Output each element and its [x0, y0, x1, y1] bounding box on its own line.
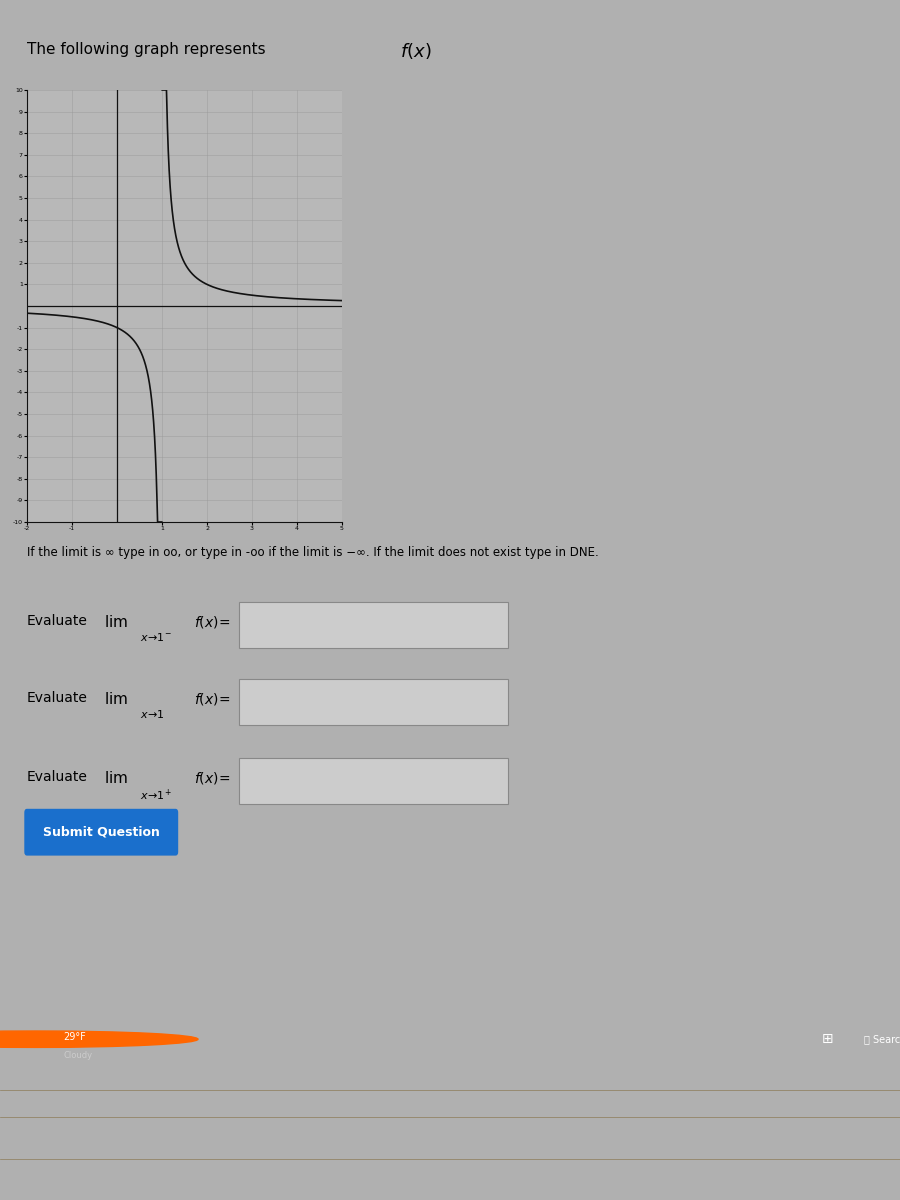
- Text: $x \!\to\! 1^{-}$: $x \!\to\! 1^{-}$: [140, 631, 171, 643]
- Text: $f(x)\!=\!$: $f(x)\!=\!$: [194, 614, 230, 630]
- Text: ⊞: ⊞: [823, 1032, 833, 1046]
- Text: $f(x)\!=\!$: $f(x)\!=\!$: [194, 770, 230, 786]
- Text: $\lim$: $\lim$: [104, 691, 128, 707]
- Text: Evaluate: Evaluate: [27, 614, 88, 629]
- Text: 29°F: 29°F: [63, 1032, 86, 1042]
- Text: $f(x)\!=\!$: $f(x)\!=\!$: [194, 691, 230, 707]
- Text: $x \!\to\! 1^{+}$: $x \!\to\! 1^{+}$: [140, 787, 171, 803]
- Text: Submit Question: Submit Question: [43, 826, 160, 838]
- Text: $x \!\to\! 1$: $x \!\to\! 1$: [140, 708, 165, 720]
- Text: If the limit is ∞ type in oo, or type in -oo if the limit is −∞. If the limit do: If the limit is ∞ type in oo, or type in…: [27, 546, 598, 559]
- Text: $f(x)$: $f(x)$: [400, 41, 432, 61]
- Text: 🔍 Search: 🔍 Search: [864, 1034, 900, 1044]
- Text: $\lim$: $\lim$: [104, 770, 128, 786]
- Text: $\lim$: $\lim$: [104, 614, 128, 630]
- Circle shape: [0, 1031, 198, 1048]
- Text: Cloudy: Cloudy: [63, 1051, 92, 1060]
- Text: Evaluate: Evaluate: [27, 770, 88, 785]
- Text: The following graph represents: The following graph represents: [27, 42, 271, 56]
- Text: Evaluate: Evaluate: [27, 691, 88, 706]
